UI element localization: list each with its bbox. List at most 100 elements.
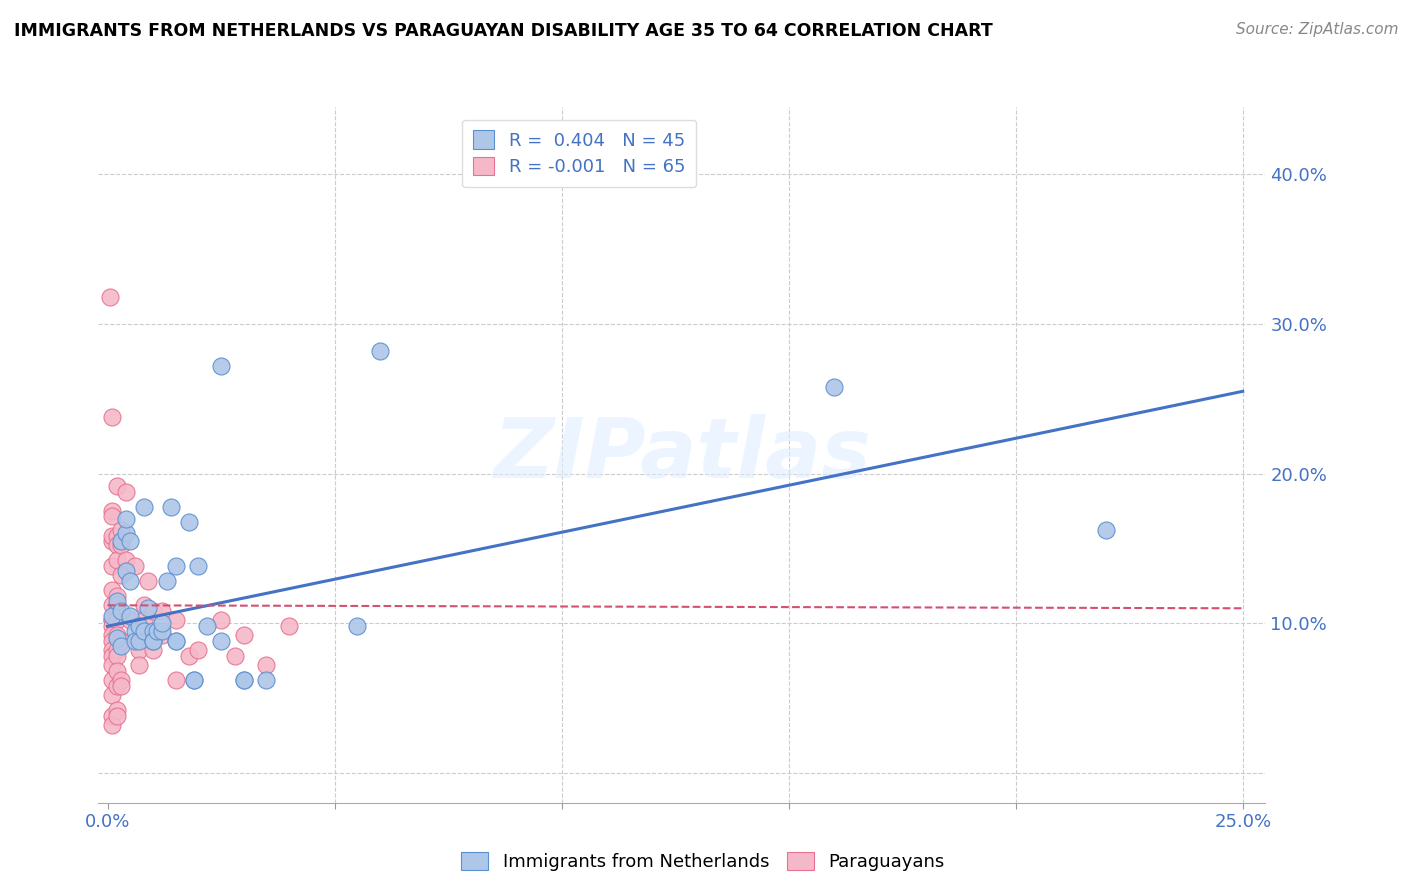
Point bbox=[105, 649, 128, 664]
Point bbox=[105, 590, 128, 604]
Point bbox=[124, 624, 146, 638]
Point bbox=[101, 409, 124, 424]
Point bbox=[101, 718, 124, 732]
Point bbox=[110, 568, 132, 582]
Point bbox=[101, 658, 124, 673]
Point bbox=[101, 688, 124, 702]
Point bbox=[224, 649, 246, 664]
Point bbox=[105, 709, 128, 723]
Point bbox=[150, 624, 173, 638]
Point bbox=[209, 359, 232, 373]
Point bbox=[101, 613, 124, 627]
Point bbox=[146, 624, 169, 638]
Point bbox=[110, 538, 132, 552]
Point bbox=[132, 599, 155, 613]
Point bbox=[165, 613, 187, 627]
Point bbox=[105, 478, 128, 492]
Point bbox=[823, 380, 845, 394]
Point bbox=[101, 643, 124, 657]
Point bbox=[232, 673, 254, 687]
Point bbox=[120, 533, 142, 548]
Point bbox=[105, 553, 128, 567]
Point bbox=[105, 703, 128, 717]
Point bbox=[101, 673, 124, 687]
Point bbox=[120, 608, 142, 623]
Point bbox=[505, 149, 527, 163]
Point bbox=[110, 604, 132, 618]
Point bbox=[160, 500, 183, 514]
Y-axis label: Disability Age 35 to 64: Disability Age 35 to 64 bbox=[0, 360, 8, 549]
Text: IMMIGRANTS FROM NETHERLANDS VS PARAGUAYAN DISABILITY AGE 35 TO 64 CORRELATION CH: IMMIGRANTS FROM NETHERLANDS VS PARAGUAYA… bbox=[14, 22, 993, 40]
Point bbox=[232, 628, 254, 642]
Point bbox=[142, 604, 165, 618]
Point bbox=[150, 616, 173, 631]
Point bbox=[105, 628, 128, 642]
Point bbox=[110, 524, 132, 538]
Point bbox=[101, 649, 124, 664]
Point bbox=[101, 599, 124, 613]
Point bbox=[142, 634, 165, 648]
Point bbox=[142, 643, 165, 657]
Point bbox=[105, 664, 128, 678]
Point bbox=[110, 634, 132, 648]
Point bbox=[165, 634, 187, 648]
Point bbox=[209, 613, 232, 627]
Point bbox=[110, 679, 132, 693]
Point bbox=[155, 574, 177, 589]
Text: ZIPatlas: ZIPatlas bbox=[494, 415, 870, 495]
Point bbox=[132, 624, 155, 638]
Point bbox=[101, 559, 124, 574]
Point bbox=[132, 500, 155, 514]
Point bbox=[150, 628, 173, 642]
Point bbox=[110, 673, 132, 687]
Point bbox=[124, 559, 146, 574]
Point bbox=[128, 634, 150, 648]
Point bbox=[179, 649, 201, 664]
Text: Source: ZipAtlas.com: Source: ZipAtlas.com bbox=[1236, 22, 1399, 37]
Point bbox=[179, 515, 201, 529]
Point bbox=[101, 613, 124, 627]
Legend: R =  0.404   N = 45, R = -0.001   N = 65: R = 0.404 N = 45, R = -0.001 N = 65 bbox=[463, 120, 696, 187]
Point bbox=[165, 634, 187, 648]
Point bbox=[165, 559, 187, 574]
Point bbox=[101, 608, 124, 623]
Point bbox=[101, 709, 124, 723]
Point bbox=[124, 634, 146, 648]
Point bbox=[128, 658, 150, 673]
Point bbox=[114, 564, 136, 578]
Point bbox=[209, 634, 232, 648]
Point bbox=[142, 634, 165, 648]
Point bbox=[346, 619, 368, 633]
Point bbox=[105, 604, 128, 618]
Point bbox=[254, 658, 277, 673]
Point bbox=[132, 613, 155, 627]
Legend: Immigrants from Netherlands, Paraguayans: Immigrants from Netherlands, Paraguayans bbox=[454, 845, 952, 879]
Point bbox=[110, 639, 132, 653]
Point bbox=[138, 574, 160, 589]
Point bbox=[197, 619, 219, 633]
Point bbox=[165, 673, 187, 687]
Point bbox=[101, 533, 124, 548]
Point bbox=[101, 619, 124, 633]
Point bbox=[128, 619, 150, 633]
Point bbox=[98, 290, 121, 304]
Point bbox=[114, 484, 136, 499]
Point bbox=[278, 619, 301, 633]
Point bbox=[101, 529, 124, 543]
Point bbox=[105, 631, 128, 645]
Point bbox=[101, 504, 124, 518]
Point bbox=[114, 526, 136, 541]
Point bbox=[183, 673, 205, 687]
Point bbox=[105, 529, 128, 543]
Point bbox=[368, 343, 391, 358]
Point bbox=[101, 628, 124, 642]
Point bbox=[101, 634, 124, 648]
Point bbox=[254, 673, 277, 687]
Point bbox=[232, 673, 254, 687]
Point bbox=[120, 574, 142, 589]
Point bbox=[120, 613, 142, 627]
Point bbox=[128, 643, 150, 657]
Point bbox=[150, 604, 173, 618]
Point bbox=[114, 511, 136, 525]
Point bbox=[138, 601, 160, 615]
